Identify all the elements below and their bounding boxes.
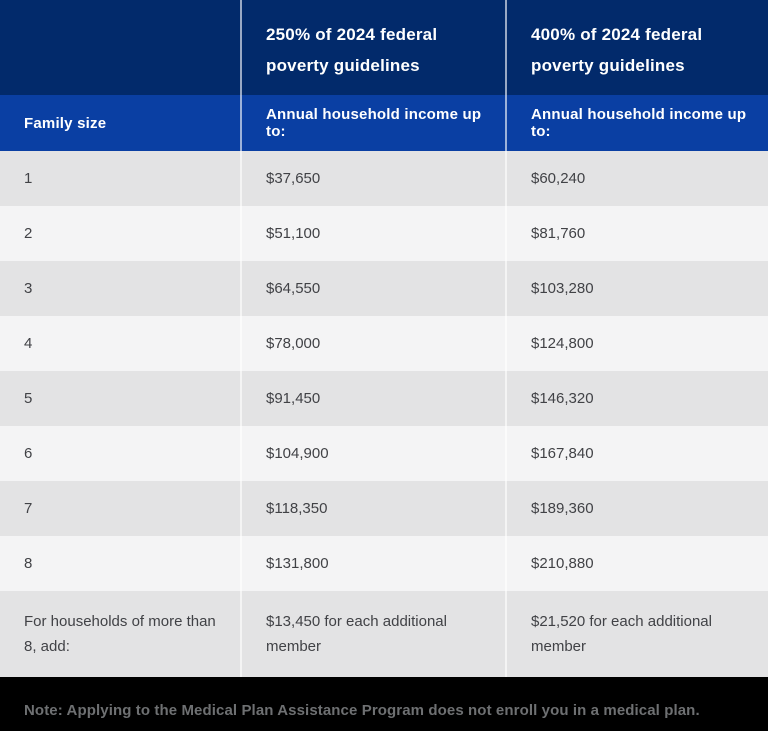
table-row: 5 $91,450 $146,320 <box>0 371 768 426</box>
cell-family-size: 7 <box>24 500 33 517</box>
table-subheader-row: Family size Annual household income up t… <box>0 95 768 151</box>
cell-family-size: 5 <box>24 390 33 407</box>
cell-400-value: $210,880 <box>505 536 768 591</box>
cell-250-value: $131,800 <box>240 536 505 591</box>
cell-family-size: 6 <box>24 445 33 462</box>
table-row: 3 $64,550 $103,280 <box>0 261 768 316</box>
cell-400-value: $21,520 for each additional member <box>505 591 768 677</box>
table-row: 2 $51,100 $81,760 <box>0 206 768 261</box>
table-row: 7 $118,350 $189,360 <box>0 481 768 536</box>
poverty-guidelines-table: 250% of 2024 federal poverty guidelines … <box>0 0 768 677</box>
subheader-cell-income-400: Annual household income up to: <box>505 95 768 151</box>
cell-family-size: 1 <box>24 170 33 187</box>
table-body: 1 $37,650 $60,240 2 $51,100 $81,760 3 $64,550 $1… <box>0 151 768 677</box>
cell-250-value: $51,100 <box>240 206 505 261</box>
cell-family-size: 8 <box>24 555 33 572</box>
cell-250-value: $37,650 <box>240 151 505 206</box>
table-row: 6 $104,900 $167,840 <box>0 426 768 481</box>
subheader-cell-family-size: Family size <box>24 114 107 132</box>
cell-250-value: $104,900 <box>240 426 505 481</box>
footer-note-bar: Note: Applying to the Medical Plan Assis… <box>0 677 768 731</box>
header-cell-400-percent: 400% of 2024 federal poverty guidelines <box>505 0 768 95</box>
cell-400-value: $124,800 <box>505 316 768 371</box>
table-row: 4 $78,000 $124,800 <box>0 316 768 371</box>
cell-family-size: 2 <box>24 225 33 242</box>
cell-400-value: $60,240 <box>505 151 768 206</box>
cell-family-size: 3 <box>24 280 33 297</box>
cell-family-size: For households of more than 8, add: <box>24 613 216 655</box>
table-header-row: 250% of 2024 federal poverty guidelines … <box>0 0 768 95</box>
cell-250-value: $91,450 <box>240 371 505 426</box>
cell-family-size: 4 <box>24 335 33 352</box>
cell-250-value: $78,000 <box>240 316 505 371</box>
subheader-cell-income-250: Annual household income up to: <box>240 95 505 151</box>
cell-400-value: $189,360 <box>505 481 768 536</box>
header-cell-250-percent: 250% of 2024 federal poverty guidelines <box>240 0 505 95</box>
cell-400-value: $146,320 <box>505 371 768 426</box>
cell-250-value: $13,450 for each additional member <box>240 591 505 677</box>
cell-400-value: $103,280 <box>505 261 768 316</box>
cell-250-value: $118,350 <box>240 481 505 536</box>
cell-400-value: $81,760 <box>505 206 768 261</box>
table-row: For households of more than 8, add: $13,4… <box>0 591 768 677</box>
header-cell-empty <box>0 0 240 95</box>
table-row: 1 $37,650 $60,240 <box>0 151 768 206</box>
footer-note: Note: Applying to the Medical Plan Assis… <box>24 702 700 719</box>
table-row: 8 $131,800 $210,880 <box>0 536 768 591</box>
cell-250-value: $64,550 <box>240 261 505 316</box>
cell-400-value: $167,840 <box>505 426 768 481</box>
